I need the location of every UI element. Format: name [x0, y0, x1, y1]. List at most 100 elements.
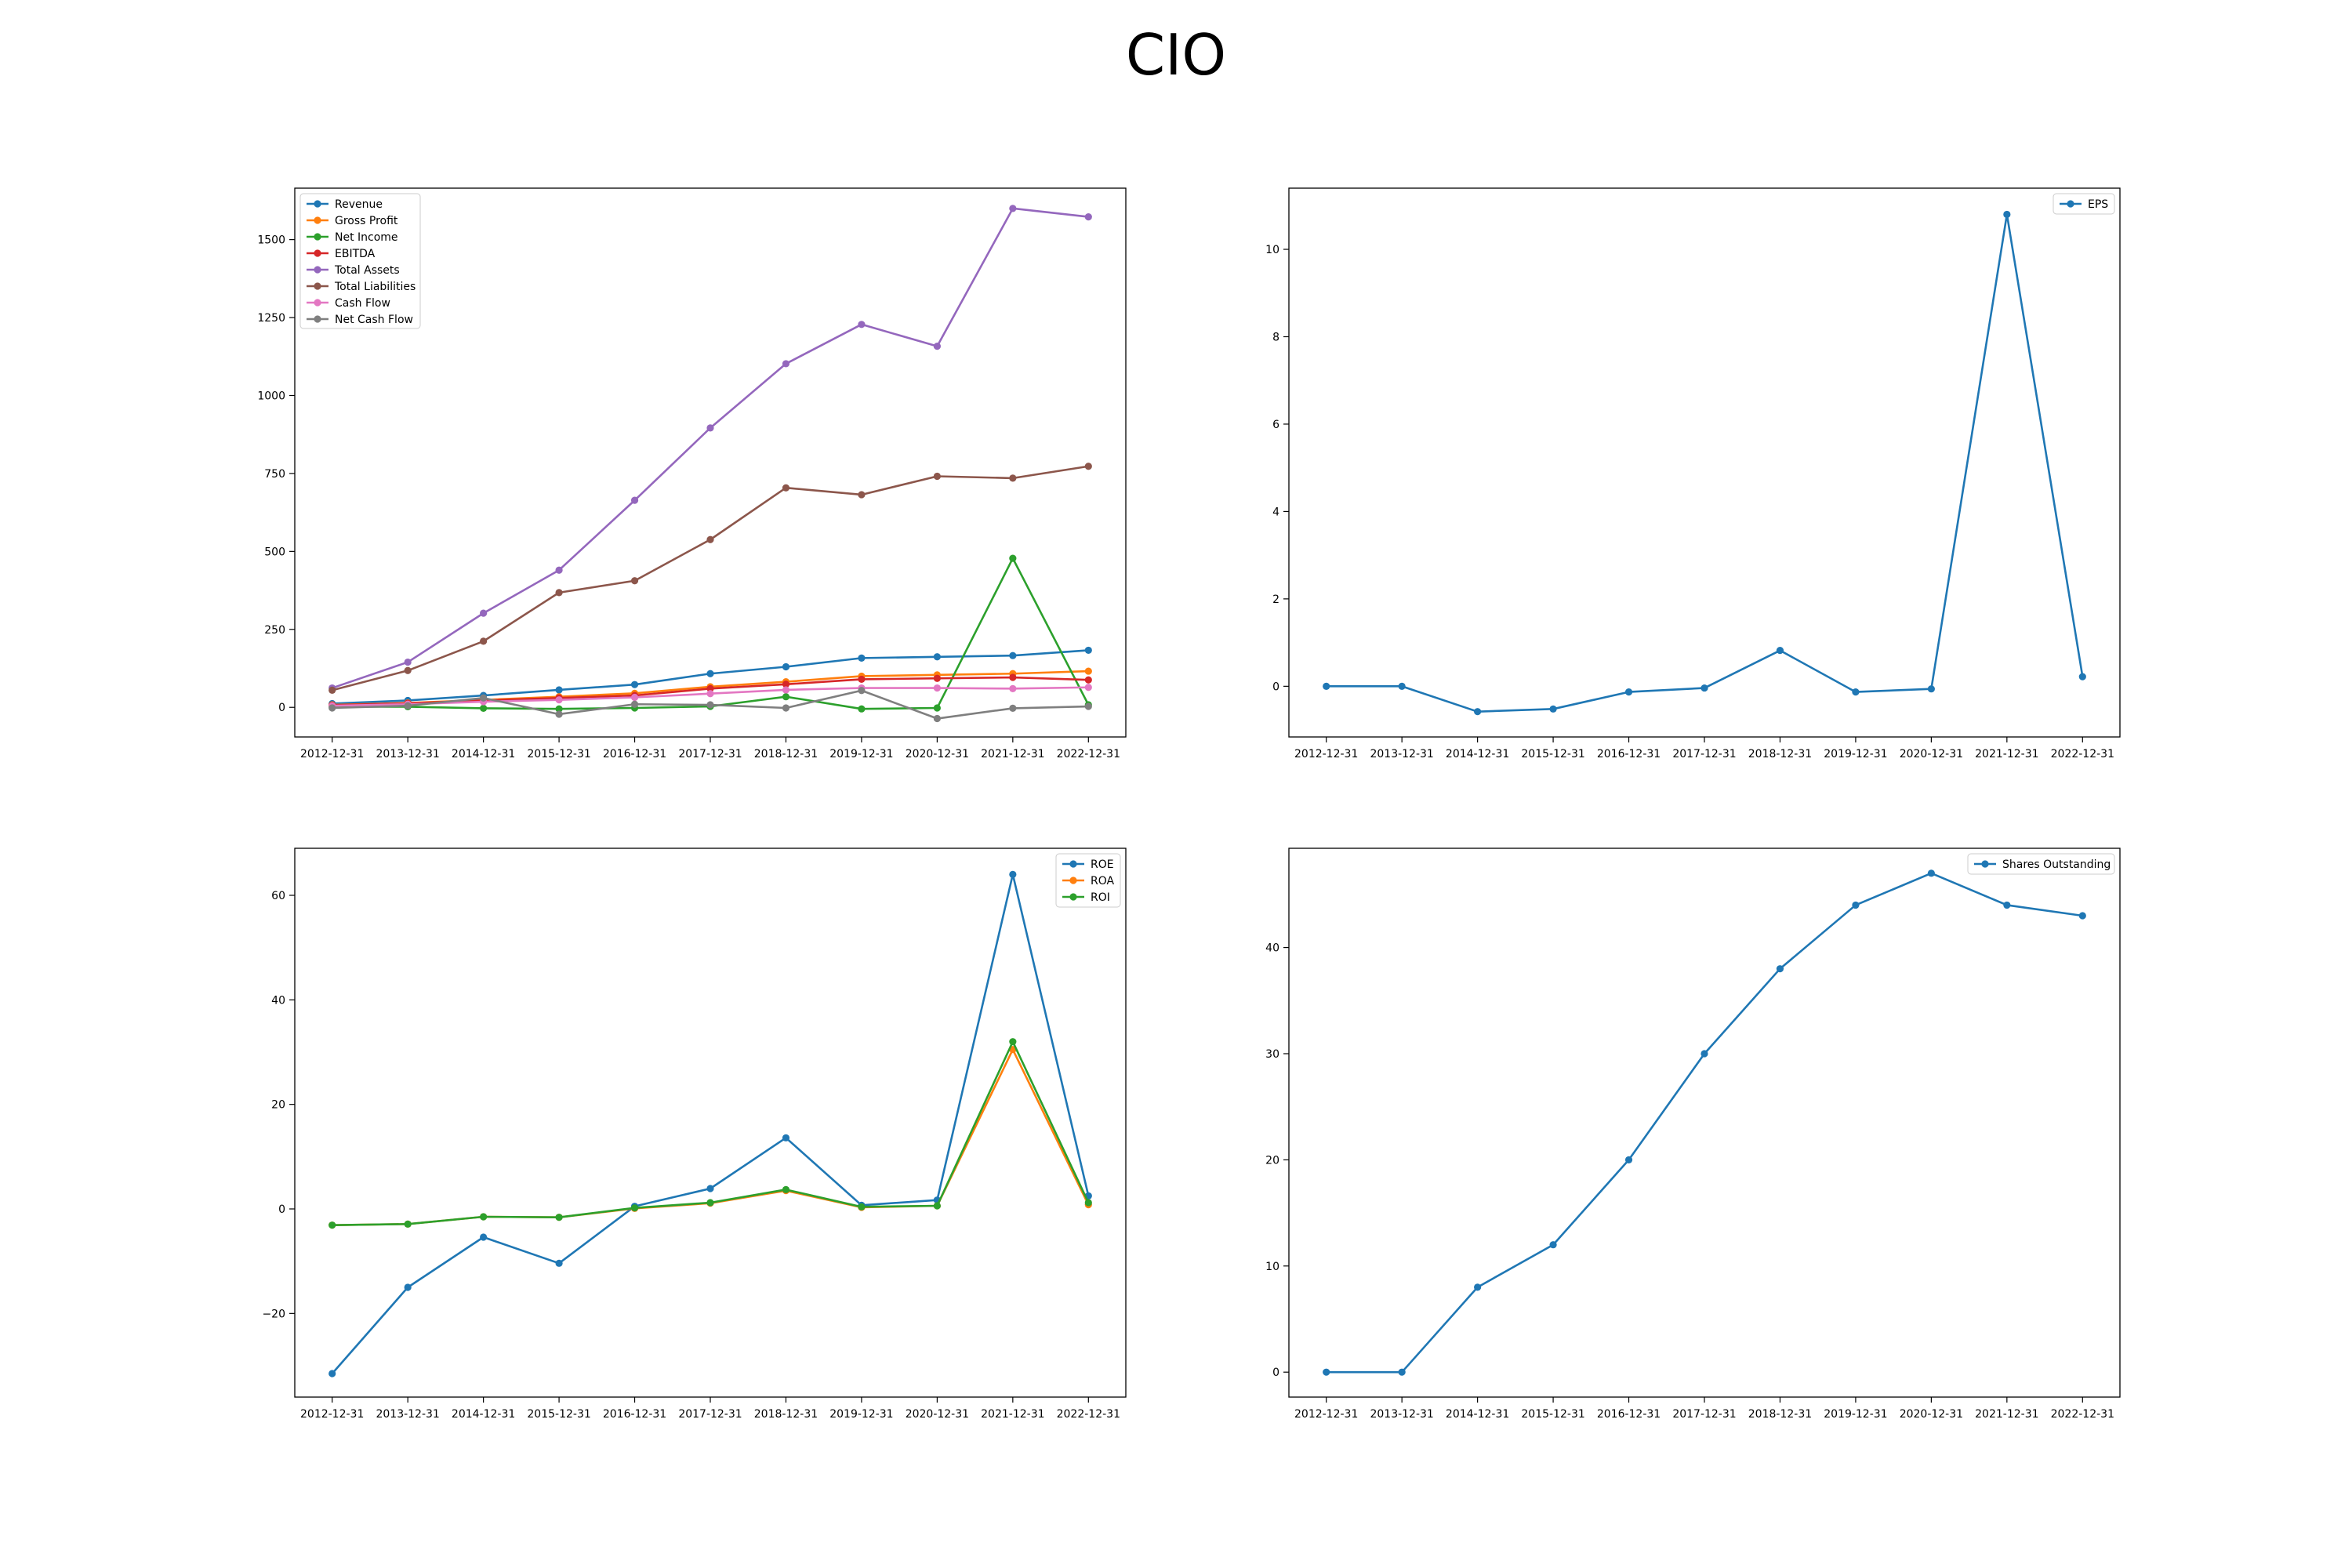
point-roi	[404, 1220, 412, 1228]
legend: Revenue Gross Profit Net Income EBITDA Total…	[299, 193, 421, 329]
point-cash-flow	[782, 686, 790, 694]
y-tick-label: 1500	[257, 234, 285, 247]
legend-label-total-liabilities: Total Liabilities	[334, 281, 416, 293]
point-total-assets	[1009, 205, 1017, 212]
point-eps	[1474, 708, 1482, 716]
x-tick-label: 2017-12-31	[1672, 748, 1736, 760]
y-tick-label: 30	[1265, 1048, 1279, 1061]
point-net-income	[933, 704, 941, 712]
subplot-4: 2012-12-31 2013-12-31 2014-12-31 2015-12-31…	[1265, 848, 2121, 1421]
point-total-liabilities	[933, 472, 941, 481]
point-roi	[480, 1213, 488, 1221]
x-tick-label: 2013-12-31	[1370, 1408, 1433, 1421]
point-gross-profit	[1084, 667, 1092, 675]
point-roi	[630, 1204, 639, 1212]
point-roi	[328, 1221, 336, 1229]
point-total-assets	[933, 343, 941, 350]
point-shares-outstanding	[2078, 912, 2086, 920]
point-shares-outstanding	[2003, 901, 2011, 909]
x-tick-label: 2013-12-31	[376, 748, 439, 760]
point-total-assets	[480, 609, 488, 617]
y-tick-label: 0	[1272, 1367, 1279, 1379]
point-revenue	[1084, 646, 1092, 655]
point-total-liabilities	[858, 491, 866, 499]
y-tick-label: 6	[1272, 419, 1279, 431]
point-eps	[1852, 688, 1860, 696]
point-net-income	[555, 705, 563, 713]
point-eps	[1776, 647, 1784, 655]
x-tick-label: 2015-12-31	[1521, 1408, 1584, 1421]
legend-label-roa: ROA	[1091, 875, 1115, 887]
x-tick-label: 2018-12-31	[1748, 1408, 1812, 1421]
point-revenue	[933, 653, 941, 661]
point-net-cash-flow	[782, 704, 790, 712]
x-tick-label: 2021-12-31	[981, 1408, 1044, 1421]
x-tick-label: 2019-12-31	[829, 748, 893, 760]
legend-label-revenue: Revenue	[335, 198, 383, 211]
point-net-income	[480, 704, 488, 713]
point-total-assets	[555, 566, 563, 574]
y-tick-label: 60	[271, 890, 285, 902]
point-net-cash-flow	[1084, 702, 1092, 710]
point-net-income	[858, 705, 866, 713]
x-tick-label: 2016-12-31	[603, 1408, 666, 1421]
x-tick-label: 2017-12-31	[678, 748, 742, 760]
x-tick-label: 2020-12-31	[906, 748, 969, 760]
x-tick-label: 2018-12-31	[754, 1408, 818, 1421]
point-revenue	[706, 670, 714, 677]
point-roe	[1009, 870, 1017, 878]
series-line-total-assets	[332, 207, 1089, 689]
legend-marker-total-assets	[314, 266, 321, 274]
point-total-liabilities	[1084, 463, 1092, 470]
point-revenue	[630, 681, 639, 688]
plot-frame	[294, 187, 1127, 738]
point-revenue	[782, 662, 790, 671]
point-roi	[555, 1214, 563, 1221]
legend-label-cash-flow: Cash Flow	[335, 297, 390, 310]
legend-frame	[2053, 193, 2115, 215]
point-total-liabilities	[480, 637, 488, 645]
subplot-3: 2012-12-31 2013-12-31 2014-12-31 2015-12-31…	[262, 848, 1127, 1421]
point-total-assets	[706, 424, 714, 432]
legend-marker-cash-flow	[314, 299, 321, 307]
legend-label-net-income: Net Income	[335, 231, 398, 244]
point-shares-outstanding	[1398, 1368, 1406, 1376]
point-eps	[1549, 705, 1557, 713]
legend-label-net-cash-flow: Net Cash Flow	[335, 314, 413, 326]
y-tick-label: 0	[278, 702, 285, 714]
y-tick-label: 40	[1265, 942, 1279, 955]
legend-marker-roe	[1069, 860, 1077, 868]
legend: ROE ROA ROI	[1055, 853, 1121, 908]
legend: Shares Outstanding	[1967, 853, 2115, 875]
legend-marker-revenue	[314, 200, 321, 208]
point-cash-flow	[1084, 684, 1092, 691]
point-shares-outstanding	[1549, 1241, 1557, 1249]
point-total-liabilities	[404, 666, 412, 674]
point-eps	[1323, 682, 1330, 690]
legend-label-ebitda: EBITDA	[335, 248, 376, 260]
point-net-cash-flow	[328, 704, 336, 712]
legend-label-shares-outstanding: Shares Outstanding	[2002, 858, 2111, 871]
legend-marker-net-income	[314, 233, 321, 241]
point-shares-outstanding	[1776, 965, 1784, 973]
y-tick-label: 2	[1272, 593, 1279, 606]
point-roi	[858, 1203, 866, 1210]
point-total-liabilities	[1009, 474, 1017, 482]
point-net-cash-flow	[1009, 704, 1017, 713]
subplot-1: 2012-12-31 2013-12-31 2014-12-31 2015-12-31…	[257, 187, 1127, 760]
point-total-liabilities	[782, 484, 790, 492]
point-cash-flow	[933, 684, 941, 692]
point-roe	[706, 1185, 714, 1192]
x-tick-label: 2013-12-31	[1370, 748, 1433, 760]
x-tick-label: 2020-12-31	[1900, 748, 1963, 760]
y-tick-label: 10	[1265, 244, 1279, 256]
x-tick-label: 2019-12-31	[829, 1408, 893, 1421]
subplots: 2012-12-31 2013-12-31 2014-12-31 2015-12-31…	[257, 187, 2121, 1421]
point-eps	[2078, 673, 2086, 681]
x-tick-label: 2020-12-31	[1900, 1408, 1963, 1421]
y-tick-label: 1000	[257, 390, 285, 402]
point-net-income	[782, 693, 790, 701]
x-tick-label: 2015-12-31	[527, 748, 590, 760]
y-tick-label: 10	[1265, 1261, 1279, 1273]
